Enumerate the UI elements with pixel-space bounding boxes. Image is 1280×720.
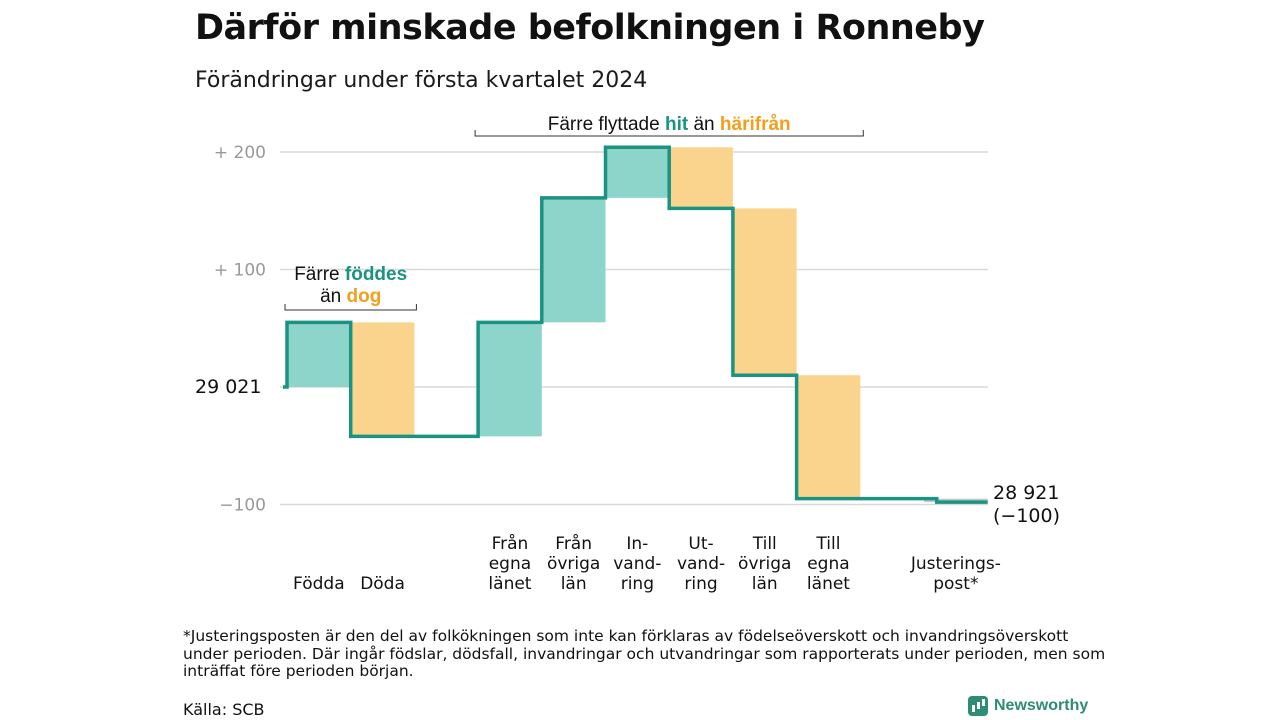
bar-från-egna-länet: [478, 322, 542, 437]
x-category-label: ring: [621, 574, 654, 594]
x-category-label: In-: [626, 534, 648, 554]
x-category-label: egna: [489, 554, 531, 574]
x-category-label: Från: [555, 533, 592, 554]
annotation-migration-bracket: [474, 130, 864, 137]
annotation-births-bracket: [284, 304, 417, 311]
brand-logo: Newsworthy: [968, 696, 1088, 716]
x-category-label: länet: [807, 574, 850, 594]
x-category-label: vand-: [613, 554, 661, 574]
x-category-label: län: [752, 574, 778, 594]
x-category-label: Justerings-: [910, 554, 1001, 574]
x-category-label: egna: [807, 554, 849, 574]
newsworthy-logo-icon: [968, 696, 988, 716]
end-value-label: 28 921: [993, 482, 1059, 504]
y-tick-label: + 100: [214, 261, 266, 281]
x-category-label: Döda: [360, 574, 405, 594]
brand-name: Newsworthy: [994, 697, 1089, 714]
y-tick-label: + 200: [214, 143, 266, 163]
start-value-label: 29 021: [195, 376, 261, 398]
x-category-label: övriga: [738, 554, 791, 574]
series-step-line: [283, 145, 988, 504]
x-category-label: övriga: [547, 554, 600, 574]
bar-från-övriga-län: [541, 197, 606, 323]
bar-utvandring: [669, 147, 733, 209]
x-category-label: Till: [752, 534, 777, 554]
x-category-label: ring: [684, 574, 717, 594]
end-change-label: (−100): [993, 505, 1060, 527]
bar-justeringspost: [924, 498, 988, 503]
x-category-label: län: [561, 574, 587, 594]
x-category-label: Födda: [293, 574, 345, 594]
y-tick-label: −100: [219, 496, 266, 516]
annotation-migration: Färre flyttade hit än härifrån: [548, 114, 791, 135]
footnote: *Justeringsposten är den del av folkökni…: [183, 627, 1106, 680]
x-category-label: länet: [488, 574, 531, 594]
bar-till-egna-länet: [796, 375, 861, 499]
chart-subtitle: Förändringar under första kvartalet 2024: [195, 68, 648, 93]
annotation-births-line1: Färre föddes: [294, 264, 407, 285]
bar-födda: [287, 322, 351, 387]
bar-till-övriga-län: [732, 208, 797, 376]
x-category-label: Från: [492, 533, 529, 554]
annotation-births-line2: än dog: [320, 286, 381, 307]
chart-title: Därför minskade befolkningen i Ronneby: [195, 8, 985, 48]
x-category-label: Ut-: [688, 534, 713, 554]
x-category-label: vand-: [677, 554, 725, 574]
source-label: Källa: SCB: [183, 700, 265, 719]
bar-döda: [350, 322, 415, 437]
x-category-label: Till: [815, 534, 840, 554]
bar-invandring: [605, 147, 670, 198]
x-category-label: post*: [933, 574, 978, 594]
